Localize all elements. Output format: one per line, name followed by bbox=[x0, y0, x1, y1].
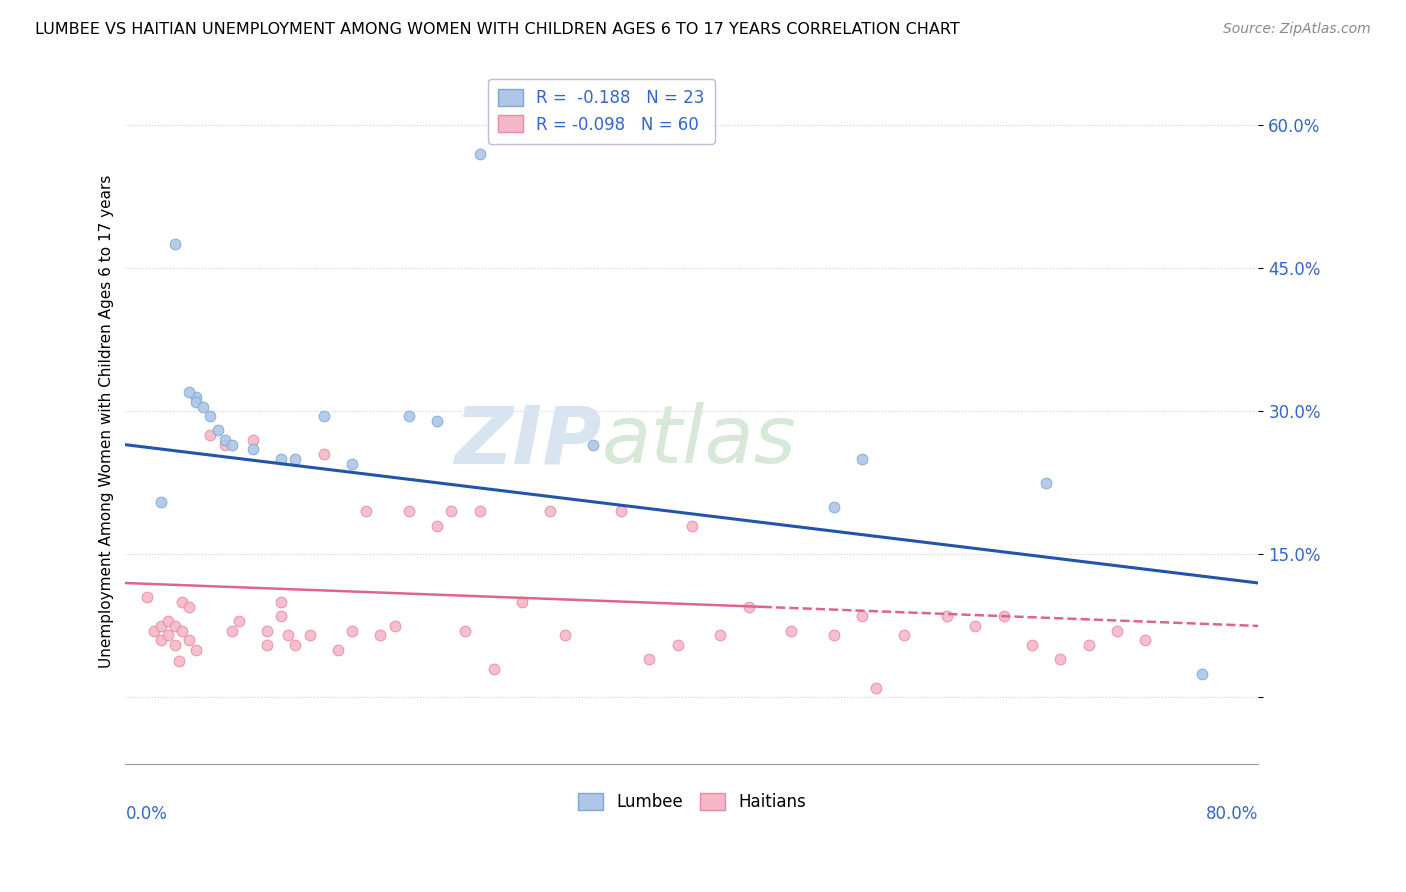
Point bbox=[186, 642, 208, 657]
Text: atlas: atlas bbox=[602, 402, 796, 481]
Point bbox=[298, 628, 321, 642]
Point bbox=[666, 638, 689, 652]
Point bbox=[200, 409, 222, 423]
Point bbox=[277, 628, 299, 642]
Point bbox=[172, 595, 194, 609]
Point bbox=[163, 237, 186, 252]
Point bbox=[228, 614, 250, 628]
Point bbox=[163, 619, 186, 633]
Point bbox=[468, 146, 491, 161]
Point bbox=[340, 624, 363, 638]
Point bbox=[610, 504, 633, 518]
Point bbox=[214, 438, 236, 452]
Point bbox=[681, 518, 703, 533]
Point bbox=[193, 400, 215, 414]
Point bbox=[149, 495, 172, 509]
Point bbox=[398, 409, 420, 423]
Point bbox=[709, 628, 731, 642]
Point bbox=[454, 624, 477, 638]
Point bbox=[965, 619, 987, 633]
Point bbox=[1133, 633, 1156, 648]
Point bbox=[207, 424, 229, 438]
Point bbox=[1077, 638, 1099, 652]
Text: Source: ZipAtlas.com: Source: ZipAtlas.com bbox=[1223, 22, 1371, 37]
Text: ZIP: ZIP bbox=[454, 402, 602, 481]
Point bbox=[221, 624, 243, 638]
Point bbox=[935, 609, 957, 624]
Point bbox=[284, 638, 307, 652]
Point bbox=[326, 642, 349, 657]
Point bbox=[823, 628, 845, 642]
Point bbox=[851, 609, 873, 624]
Point bbox=[284, 452, 307, 467]
Point bbox=[270, 452, 292, 467]
Point bbox=[468, 504, 491, 518]
Point bbox=[554, 628, 576, 642]
Point bbox=[135, 591, 157, 605]
Point bbox=[242, 433, 264, 447]
Point bbox=[270, 595, 292, 609]
Point bbox=[1021, 638, 1043, 652]
Point bbox=[172, 624, 194, 638]
Point bbox=[638, 652, 661, 666]
Point bbox=[582, 438, 605, 452]
Point bbox=[780, 624, 803, 638]
Point bbox=[149, 633, 172, 648]
Point bbox=[142, 624, 165, 638]
Point bbox=[156, 614, 179, 628]
Point bbox=[169, 654, 191, 668]
Point bbox=[256, 624, 278, 638]
Point bbox=[221, 438, 243, 452]
Point bbox=[1191, 666, 1213, 681]
Point bbox=[354, 504, 377, 518]
Point bbox=[851, 452, 873, 467]
Point bbox=[179, 599, 201, 614]
Point bbox=[340, 457, 363, 471]
Point bbox=[370, 628, 392, 642]
Point bbox=[242, 442, 264, 457]
Legend: Lumbee, Haitians: Lumbee, Haitians bbox=[571, 786, 813, 818]
Point bbox=[993, 609, 1015, 624]
Point bbox=[440, 504, 463, 518]
Point bbox=[214, 433, 236, 447]
Point bbox=[1105, 624, 1128, 638]
Point bbox=[179, 385, 201, 400]
Point bbox=[179, 633, 201, 648]
Point bbox=[270, 609, 292, 624]
Point bbox=[538, 504, 561, 518]
Point bbox=[156, 628, 179, 642]
Point bbox=[186, 394, 208, 409]
Point bbox=[1035, 475, 1057, 490]
Point bbox=[482, 662, 505, 676]
Point bbox=[893, 628, 915, 642]
Point bbox=[256, 638, 278, 652]
Point bbox=[384, 619, 406, 633]
Point bbox=[312, 409, 335, 423]
Point bbox=[426, 414, 449, 428]
Text: 80.0%: 80.0% bbox=[1206, 805, 1258, 823]
Point bbox=[865, 681, 887, 695]
Point bbox=[163, 638, 186, 652]
Point bbox=[737, 599, 759, 614]
Point bbox=[186, 390, 208, 404]
Y-axis label: Unemployment Among Women with Children Ages 6 to 17 years: Unemployment Among Women with Children A… bbox=[100, 174, 114, 667]
Text: LUMBEE VS HAITIAN UNEMPLOYMENT AMONG WOMEN WITH CHILDREN AGES 6 TO 17 YEARS CORR: LUMBEE VS HAITIAN UNEMPLOYMENT AMONG WOM… bbox=[35, 22, 960, 37]
Point bbox=[149, 619, 172, 633]
Point bbox=[312, 447, 335, 461]
Point bbox=[510, 595, 533, 609]
Point bbox=[398, 504, 420, 518]
Point bbox=[426, 518, 449, 533]
Point bbox=[823, 500, 845, 514]
Point bbox=[200, 428, 222, 442]
Point bbox=[1049, 652, 1071, 666]
Text: 0.0%: 0.0% bbox=[125, 805, 167, 823]
